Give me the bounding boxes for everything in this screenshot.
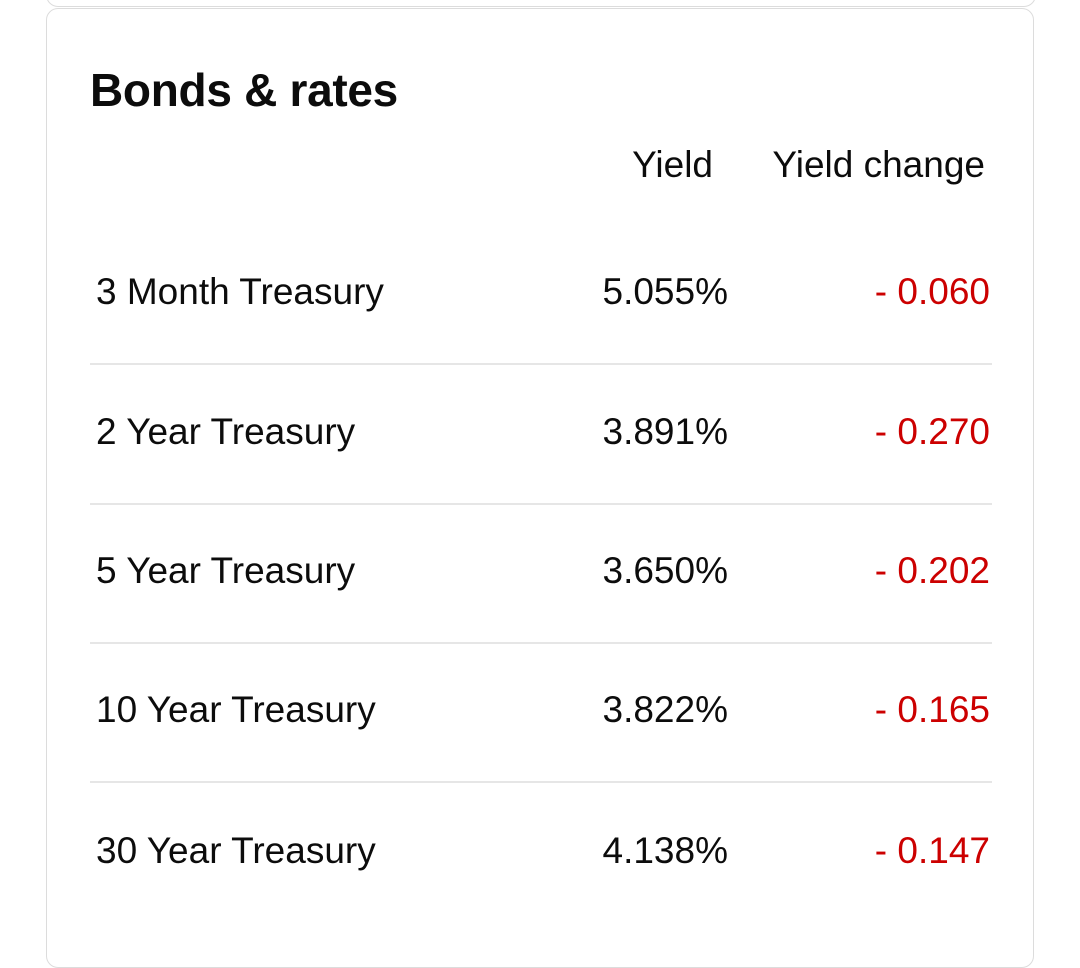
card-title: Bonds & rates bbox=[90, 64, 398, 116]
row-change: - 0.165 bbox=[874, 689, 990, 730]
row-yield: 5.055% bbox=[602, 271, 729, 312]
row-change: - 0.060 bbox=[874, 271, 990, 312]
row-separator bbox=[90, 642, 992, 644]
previous-card bbox=[46, 0, 1036, 7]
row-separator bbox=[90, 781, 992, 783]
page: Bonds & rates Yield Yield change 3 Month… bbox=[46, 0, 1036, 968]
row-yield: 3.650% bbox=[602, 550, 729, 591]
row-change: - 0.147 bbox=[874, 830, 990, 871]
column-header: Yield change bbox=[772, 144, 985, 185]
row-yield: 3.891% bbox=[602, 411, 729, 452]
row-yield: 4.138% bbox=[602, 830, 729, 871]
row-name: 3 Month Treasury bbox=[96, 271, 384, 312]
row-change: - 0.270 bbox=[874, 411, 990, 452]
row-name: 2 Year Treasury bbox=[96, 411, 356, 452]
row-change: - 0.202 bbox=[874, 550, 990, 591]
row-name: 5 Year Treasury bbox=[96, 550, 356, 591]
row-name: 10 Year Treasury bbox=[96, 689, 376, 730]
column-header: Yield bbox=[632, 144, 713, 185]
row-separator bbox=[90, 503, 992, 505]
row-yield: 3.822% bbox=[602, 689, 729, 730]
row-name: 30 Year Treasury bbox=[96, 830, 376, 871]
row-separator bbox=[90, 363, 992, 365]
